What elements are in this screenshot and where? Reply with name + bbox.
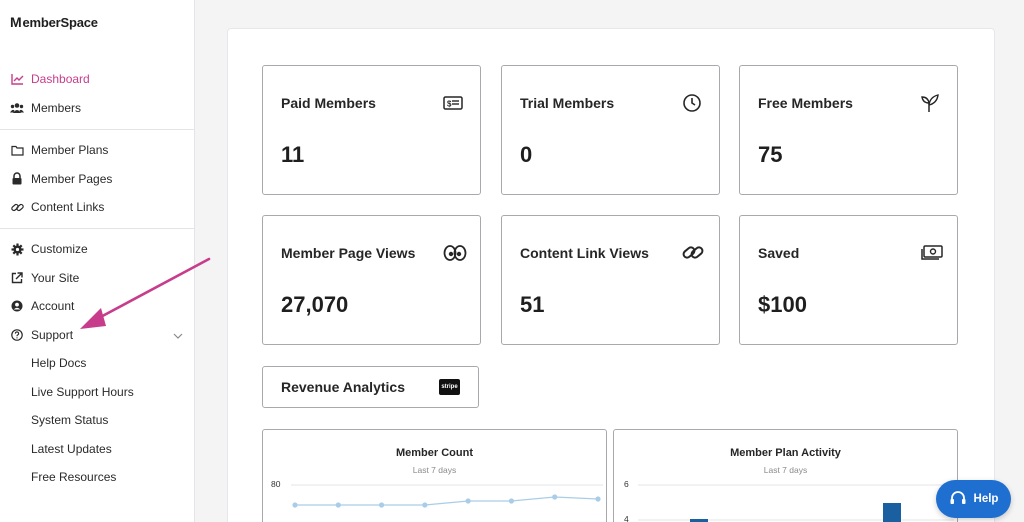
stat-value: 51 bbox=[520, 292, 545, 317]
stat-title: Member Page Views bbox=[281, 245, 416, 261]
member-plan-activity-plot bbox=[638, 484, 954, 522]
stat-card-content-link-views[interactable]: Content Link Views 51 bbox=[501, 215, 720, 345]
external-link-icon bbox=[10, 271, 24, 285]
stat-title: Free Members bbox=[758, 95, 853, 111]
support-item-help-docs[interactable]: Help Docs bbox=[31, 356, 87, 371]
stat-value: $100 bbox=[758, 292, 807, 317]
money-bill-icon bbox=[920, 243, 943, 263]
stat-card-trial-members[interactable]: Trial Members 0 bbox=[501, 65, 720, 195]
y-tick-label: 6 bbox=[624, 479, 629, 489]
support-item-live-support-hours[interactable]: Live Support Hours bbox=[31, 384, 134, 399]
sidebar-item-label: Content Links bbox=[31, 200, 105, 215]
sidebar-item-account[interactable]: Account bbox=[0, 292, 195, 321]
stat-title: Content Link Views bbox=[520, 245, 649, 261]
sidebar-divider bbox=[0, 228, 195, 229]
stat-value: 11 bbox=[281, 142, 305, 167]
sidebar-item-customize[interactable]: Customize bbox=[0, 235, 195, 264]
nav-content: Member Plans Member Pages Content Links bbox=[0, 136, 195, 222]
chart-title: Member Count bbox=[396, 447, 473, 459]
logo-initial: M bbox=[10, 14, 22, 30]
series-line bbox=[295, 496, 599, 506]
users-icon bbox=[10, 101, 24, 115]
support-item-free-resources[interactable]: Free Resources bbox=[31, 470, 117, 485]
member-count-plot bbox=[291, 484, 603, 508]
sidebar-item-content-links[interactable]: Content Links bbox=[0, 193, 195, 222]
lock-icon bbox=[10, 172, 24, 186]
member-count-chart: Member Count Last 7 days 80 bbox=[262, 429, 607, 522]
chart-subtitle: Last 7 days bbox=[412, 465, 457, 475]
sidebar-item-label: Member Plans bbox=[31, 143, 109, 158]
stat-title: Paid Members bbox=[281, 95, 376, 111]
sidebar-item-label: Members bbox=[31, 100, 82, 115]
stat-value: 27,070 bbox=[281, 292, 349, 317]
sidebar-item-label: Dashboard bbox=[31, 72, 90, 87]
link-icon bbox=[10, 200, 24, 214]
sidebar-item-label: Support bbox=[31, 327, 74, 342]
chevron-down-icon[interactable] bbox=[173, 328, 183, 342]
folder-icon bbox=[10, 143, 24, 157]
question-circle-icon bbox=[10, 328, 24, 342]
chart-title: Member Plan Activity bbox=[730, 447, 841, 459]
help-label: Help bbox=[973, 493, 999, 505]
stat-title: Trial Members bbox=[520, 95, 615, 111]
support-item-system-status[interactable]: System Status bbox=[31, 413, 109, 428]
headset-icon bbox=[949, 491, 967, 507]
chart-line-icon bbox=[10, 72, 24, 86]
eyes-icon bbox=[443, 243, 467, 263]
sprout-icon bbox=[920, 93, 940, 113]
chart-subtitle: Last 7 days bbox=[763, 465, 808, 475]
y-tick-label: 80 bbox=[271, 479, 281, 489]
stat-card-member-page-views[interactable]: Member Page Views 27,070 bbox=[262, 215, 481, 345]
data-point bbox=[552, 494, 558, 500]
data-point bbox=[292, 502, 298, 508]
sidebar-item-label: Customize bbox=[31, 242, 88, 257]
clock-icon bbox=[682, 93, 702, 113]
gear-icon bbox=[10, 242, 24, 256]
stat-card-paid-members[interactable]: Paid Members $ 11 bbox=[262, 65, 481, 195]
sidebar-item-dashboard[interactable]: Dashboard bbox=[0, 65, 195, 94]
data-point bbox=[465, 498, 471, 504]
stat-title: Saved bbox=[758, 245, 800, 261]
bar-mark bbox=[883, 503, 901, 522]
logo-text: emberSpace bbox=[22, 14, 98, 30]
sidebar-item-member-pages[interactable]: Member Pages bbox=[0, 165, 195, 194]
stripe-badge: stripe bbox=[439, 379, 460, 395]
user-circle-icon bbox=[10, 299, 24, 313]
id-card-dollar-icon: $ bbox=[443, 93, 463, 113]
member-plan-activity-chart: Member Plan Activity Last 7 days 6 4 bbox=[613, 429, 958, 522]
support-item-latest-updates[interactable]: Latest Updates bbox=[31, 441, 112, 456]
help-button[interactable]: Help bbox=[936, 480, 1011, 518]
sidebar-item-label: Account bbox=[31, 299, 75, 314]
bar-mark bbox=[690, 519, 708, 522]
sidebar-item-members[interactable]: Members bbox=[0, 94, 195, 123]
nav-primary: Dashboard Members bbox=[0, 65, 195, 122]
stat-card-free-members[interactable]: Free Members 75 bbox=[739, 65, 958, 195]
stat-card-saved[interactable]: Saved $100 bbox=[739, 215, 958, 345]
nav-settings: Customize Your Site Account Support Help… bbox=[0, 235, 195, 492]
revenue-analytics-button[interactable]: Revenue Analytics stripe bbox=[262, 366, 479, 408]
revenue-analytics-label: Revenue Analytics bbox=[281, 379, 405, 395]
data-point bbox=[422, 502, 428, 508]
sidebar-item-your-site[interactable]: Your Site bbox=[0, 264, 195, 293]
sidebar-divider bbox=[0, 129, 195, 130]
data-point bbox=[508, 498, 515, 504]
stat-value: 75 bbox=[758, 142, 783, 167]
sidebar-item-member-plans[interactable]: Member Plans bbox=[0, 136, 195, 165]
data-point bbox=[335, 502, 341, 508]
data-point bbox=[595, 496, 601, 502]
sidebar-item-label: Member Pages bbox=[31, 171, 113, 186]
link-icon bbox=[682, 243, 704, 263]
stat-value: 0 bbox=[520, 142, 533, 167]
sidebar-item-label: Your Site bbox=[31, 270, 80, 285]
sidebar-item-support[interactable]: Support bbox=[0, 321, 195, 350]
data-point bbox=[378, 502, 385, 508]
svg-text:$: $ bbox=[447, 100, 452, 109]
y-tick-label: 4 bbox=[624, 514, 629, 522]
